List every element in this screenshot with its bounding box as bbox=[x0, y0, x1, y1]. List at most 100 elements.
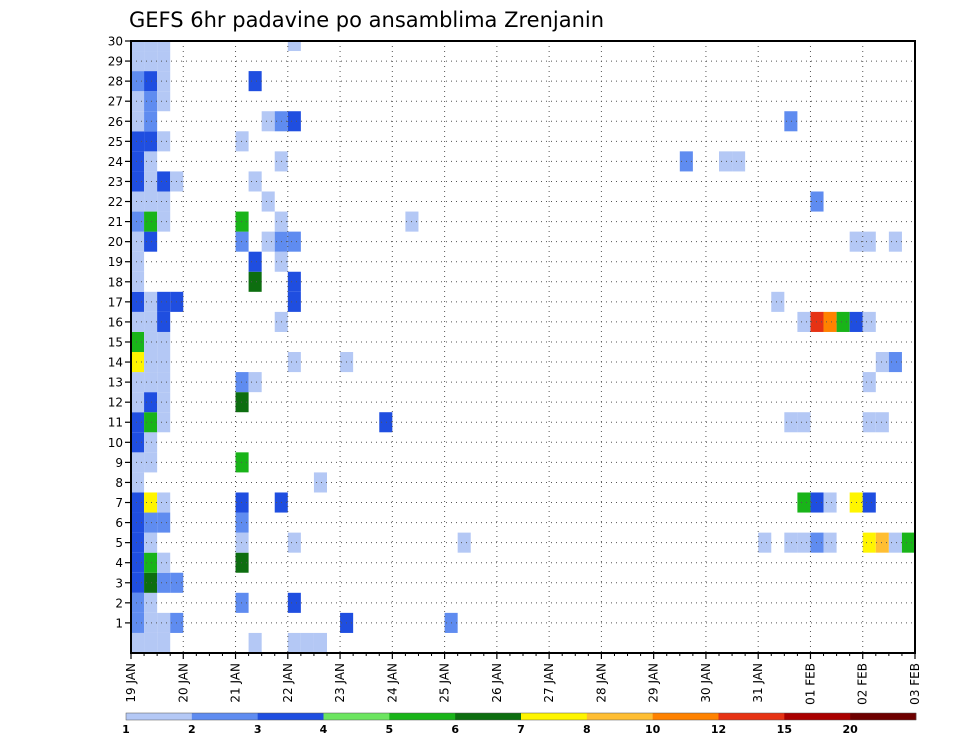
heatmap-cell bbox=[313, 632, 327, 653]
heatmap-cell bbox=[157, 131, 171, 152]
colorbar-swatch bbox=[191, 713, 258, 720]
heatmap-cell bbox=[888, 231, 902, 252]
heatmap-cell bbox=[131, 612, 145, 633]
colorbar-swatch bbox=[389, 713, 456, 720]
y-tick-label: 5 bbox=[115, 536, 123, 550]
y-tick-label: 1 bbox=[115, 616, 123, 630]
colorbar-swatch bbox=[652, 713, 719, 720]
heatmap-cell bbox=[784, 111, 798, 132]
y-tick-label: 19 bbox=[108, 255, 123, 269]
x-tick-label: 23 JAN bbox=[333, 663, 347, 703]
heatmap-cell bbox=[732, 151, 746, 172]
heatmap-cell bbox=[287, 592, 301, 613]
heatmap-cell bbox=[144, 592, 158, 613]
x-axis: 19 JAN 20 JAN 21 JAN 22 JAN 23 JAN 24 JAN 25 J… bbox=[124, 653, 922, 705]
heatmap-cell bbox=[157, 352, 171, 373]
heatmap-cell bbox=[144, 372, 158, 393]
heatmap-cell bbox=[235, 532, 249, 553]
heatmap-cell bbox=[235, 372, 249, 393]
y-tick-label: 14 bbox=[108, 356, 123, 370]
heatmap-cell bbox=[157, 572, 171, 593]
colorbar-swatch bbox=[521, 713, 588, 720]
y-tick-label: 13 bbox=[108, 376, 123, 390]
x-tick-label: 25 JAN bbox=[438, 663, 452, 703]
heatmap-cell bbox=[261, 231, 275, 252]
heatmap-cell bbox=[157, 191, 171, 212]
y-axis: 1234567891011121314151617181920212223242… bbox=[108, 35, 131, 630]
y-tick-label: 29 bbox=[108, 55, 123, 69]
heatmap-cell bbox=[144, 231, 158, 252]
x-tick-label: 19 JAN bbox=[124, 663, 138, 703]
heatmap-cell bbox=[862, 492, 876, 513]
heatmap-cell bbox=[235, 512, 249, 533]
y-tick-label: 10 bbox=[108, 436, 123, 450]
heatmap-cell bbox=[261, 111, 275, 132]
heatmap-cell bbox=[131, 71, 145, 92]
heatmap-cell bbox=[836, 311, 850, 332]
heatmap-cell bbox=[235, 131, 249, 152]
colorbar: 1 2 3 4 5 6 7 8 10 12 15 20 bbox=[122, 712, 917, 736]
heatmap-cell bbox=[901, 532, 915, 553]
x-tick-label: 22 JAN bbox=[281, 663, 295, 703]
y-tick-label: 28 bbox=[108, 75, 123, 89]
heatmap-cell bbox=[131, 472, 145, 493]
x-tick-label: 20 JAN bbox=[176, 663, 190, 703]
colorbar-label: 8 bbox=[583, 723, 591, 736]
x-tick-label: 24 JAN bbox=[385, 663, 399, 703]
colorbar-label: 10 bbox=[645, 723, 661, 736]
heatmap-cell bbox=[797, 492, 811, 513]
heatmap-cell bbox=[797, 532, 811, 553]
heatmap-cell bbox=[144, 311, 158, 332]
heatmap-cell bbox=[810, 532, 824, 553]
heatmap-cell bbox=[131, 131, 145, 152]
heatmap-cell bbox=[810, 492, 824, 513]
heatmap-cell bbox=[875, 412, 889, 433]
heatmap-cell bbox=[235, 552, 249, 573]
heatmap-cell bbox=[875, 352, 889, 373]
heatmap-cell bbox=[235, 231, 249, 252]
heatmap-cell bbox=[131, 572, 145, 593]
chart-title: GEFS 6hr padavine po ansamblima Zrenjani… bbox=[129, 8, 604, 32]
x-tick-label: 03 FEB bbox=[908, 663, 922, 705]
heatmap-cell bbox=[248, 71, 262, 92]
heatmap-cell bbox=[313, 472, 327, 493]
heatmap-cell bbox=[131, 231, 145, 252]
heatmap-cell bbox=[144, 151, 158, 172]
heatmap-cell bbox=[300, 632, 314, 653]
heatmap-cell bbox=[131, 211, 145, 232]
heatmap-cell bbox=[875, 532, 889, 553]
heatmap-cell bbox=[144, 632, 158, 653]
heatmap-cell bbox=[144, 432, 158, 453]
y-tick-label: 17 bbox=[108, 295, 123, 309]
heatmap-cell bbox=[862, 231, 876, 252]
heatmap-cells bbox=[131, 41, 915, 653]
heatmap-cell bbox=[144, 41, 158, 52]
y-tick-label: 30 bbox=[108, 35, 123, 49]
heatmap-cell bbox=[157, 372, 171, 393]
heatmap-cell bbox=[131, 91, 145, 112]
heatmap-cell bbox=[287, 271, 301, 292]
heatmap-cell bbox=[131, 372, 145, 393]
heatmap-cell bbox=[131, 151, 145, 172]
x-tick-label: 28 JAN bbox=[594, 663, 608, 703]
heatmap-cell bbox=[144, 171, 158, 192]
heatmap-cell bbox=[719, 151, 733, 172]
x-tick-label: 02 FEB bbox=[856, 663, 870, 705]
heatmap-cell bbox=[144, 51, 158, 72]
y-tick-label: 24 bbox=[108, 155, 123, 169]
heatmap-cell bbox=[157, 41, 171, 52]
colorbar-swatch bbox=[455, 713, 522, 720]
heatmap-cell bbox=[810, 191, 824, 212]
heatmap-cell bbox=[131, 291, 145, 312]
y-tick-label: 18 bbox=[108, 275, 123, 289]
x-tick-label: 26 JAN bbox=[490, 663, 504, 703]
heatmap-cell bbox=[248, 271, 262, 292]
colorbar-label: 6 bbox=[451, 723, 459, 736]
heatmap-cell bbox=[144, 131, 158, 152]
heatmap-cell bbox=[144, 492, 158, 513]
y-tick-label: 8 bbox=[115, 476, 123, 490]
colorbar-label: 7 bbox=[517, 723, 525, 736]
colorbar-swatch bbox=[784, 713, 851, 720]
y-tick-label: 9 bbox=[115, 456, 123, 470]
heatmap-cell bbox=[888, 352, 902, 373]
